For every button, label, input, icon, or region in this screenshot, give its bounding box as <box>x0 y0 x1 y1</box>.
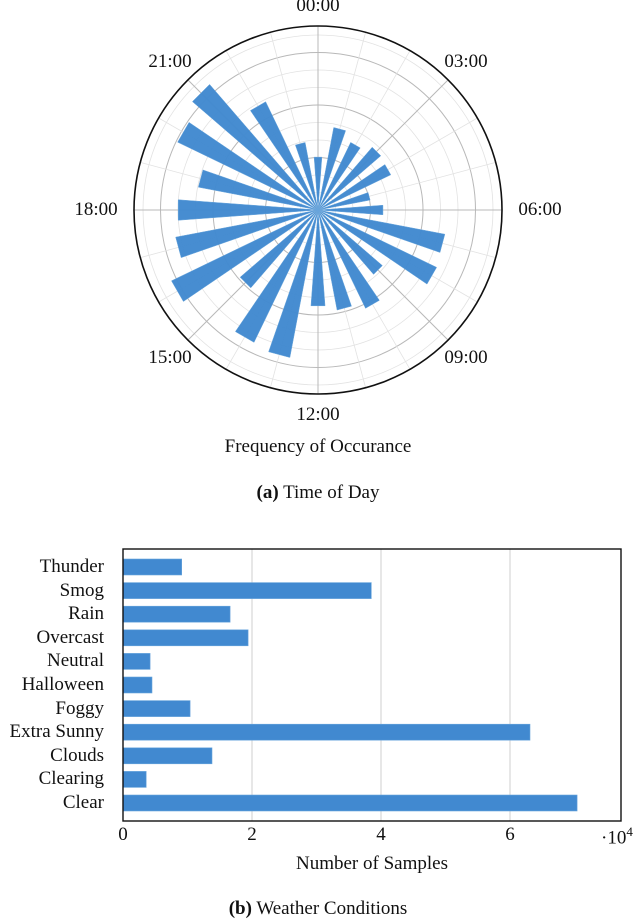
category-label: Neutral <box>47 650 104 672</box>
polar-bar-0800 <box>317 209 437 285</box>
category-label: Extra Sunny <box>9 721 104 743</box>
polar-chart <box>133 25 503 395</box>
polar-bar-0400 <box>317 164 392 211</box>
bar-neutral <box>122 653 151 670</box>
bar-x-axis-label: Number of Samples <box>296 853 448 874</box>
polar-bar-1200 <box>310 209 326 307</box>
polar-axis-label: Frequency of Occurance <box>224 436 412 457</box>
hour-label: 21:00 <box>148 51 192 72</box>
polar-bar-1900 <box>198 169 319 211</box>
category-label: Overcast <box>36 626 104 648</box>
polar-bar-2100 <box>192 84 319 211</box>
x-multiplier-base: ·10 <box>601 827 627 849</box>
polar-bar-1100 <box>317 209 352 311</box>
bar-clearing <box>122 771 147 788</box>
polar-bar-1000 <box>317 209 380 309</box>
x-tick-label: 2 <box>247 824 257 845</box>
bar-overcast <box>122 629 249 647</box>
polar-bar-2000 <box>177 122 319 211</box>
hour-label: 12:00 <box>296 404 340 425</box>
polar-bar-0000 <box>313 156 323 211</box>
bar-foggy <box>122 700 191 717</box>
bar-clear <box>122 794 578 812</box>
polar-bar-2300 <box>295 142 319 211</box>
polar-bar-1300 <box>268 209 319 358</box>
figure-a-caption-prefix: (a) <box>256 482 279 503</box>
figure-a-caption-text: Time of Day <box>278 482 380 503</box>
bar-thunder <box>122 558 183 576</box>
polar-bar-1700 <box>175 209 319 258</box>
bar-bars <box>122 558 578 812</box>
polar-bar-0500 <box>317 192 371 211</box>
polar-bar-0600 <box>317 204 384 216</box>
hour-label: 00:00 <box>296 0 340 16</box>
polar-bar-0300 <box>317 146 382 211</box>
hour-label: 06:00 <box>518 199 562 220</box>
figure-b-caption: (b) Weather Conditions <box>0 898 636 920</box>
category-label: Foggy <box>55 697 104 719</box>
polar-bar-1500 <box>239 209 319 289</box>
category-label: Rain <box>68 603 104 625</box>
polar-bar-0700 <box>317 209 446 253</box>
polar-bars <box>171 84 446 358</box>
polar-bar-2200 <box>250 101 319 211</box>
x-tick-label: 6 <box>505 824 515 845</box>
polar-bar-1800 <box>177 199 319 221</box>
figure-b-caption-prefix: (b) <box>228 898 252 919</box>
category-label: Halloween <box>21 674 104 695</box>
bar-clouds <box>122 747 213 765</box>
polar-bar-0100 <box>317 127 346 211</box>
x-multiplier-exponent: 4 <box>626 824 633 839</box>
x-scale-multiplier: ·104 <box>601 824 633 849</box>
bar-rain <box>122 605 231 623</box>
bar-halloween <box>122 676 153 694</box>
category-label: Smog <box>59 579 104 601</box>
x-tick-label: 4 <box>376 824 386 845</box>
hour-label: 09:00 <box>444 347 488 368</box>
x-tick-label: 0 <box>118 824 128 845</box>
polar-bar-1600 <box>171 209 319 302</box>
figure-a-caption: (a) Time of Day <box>0 482 636 504</box>
hour-label: 03:00 <box>444 51 488 72</box>
polar-bar-1400 <box>235 209 319 343</box>
category-label: Thunder <box>39 556 104 577</box>
polar-bar-0900 <box>317 209 383 275</box>
bar-smog <box>122 582 372 599</box>
polar-bar-0200 <box>317 142 361 211</box>
figure-b-caption-text: Weather Conditions <box>251 898 408 919</box>
category-label: Clear <box>62 792 104 813</box>
hour-label: 18:00 <box>74 199 118 220</box>
polar-outer-ring <box>133 25 503 395</box>
category-label: Clearing <box>38 768 104 790</box>
bar-chart-frame <box>122 548 622 822</box>
hour-label: 15:00 <box>148 347 192 368</box>
category-label: Clouds <box>50 744 104 766</box>
bar-extra-sunny <box>122 723 531 741</box>
